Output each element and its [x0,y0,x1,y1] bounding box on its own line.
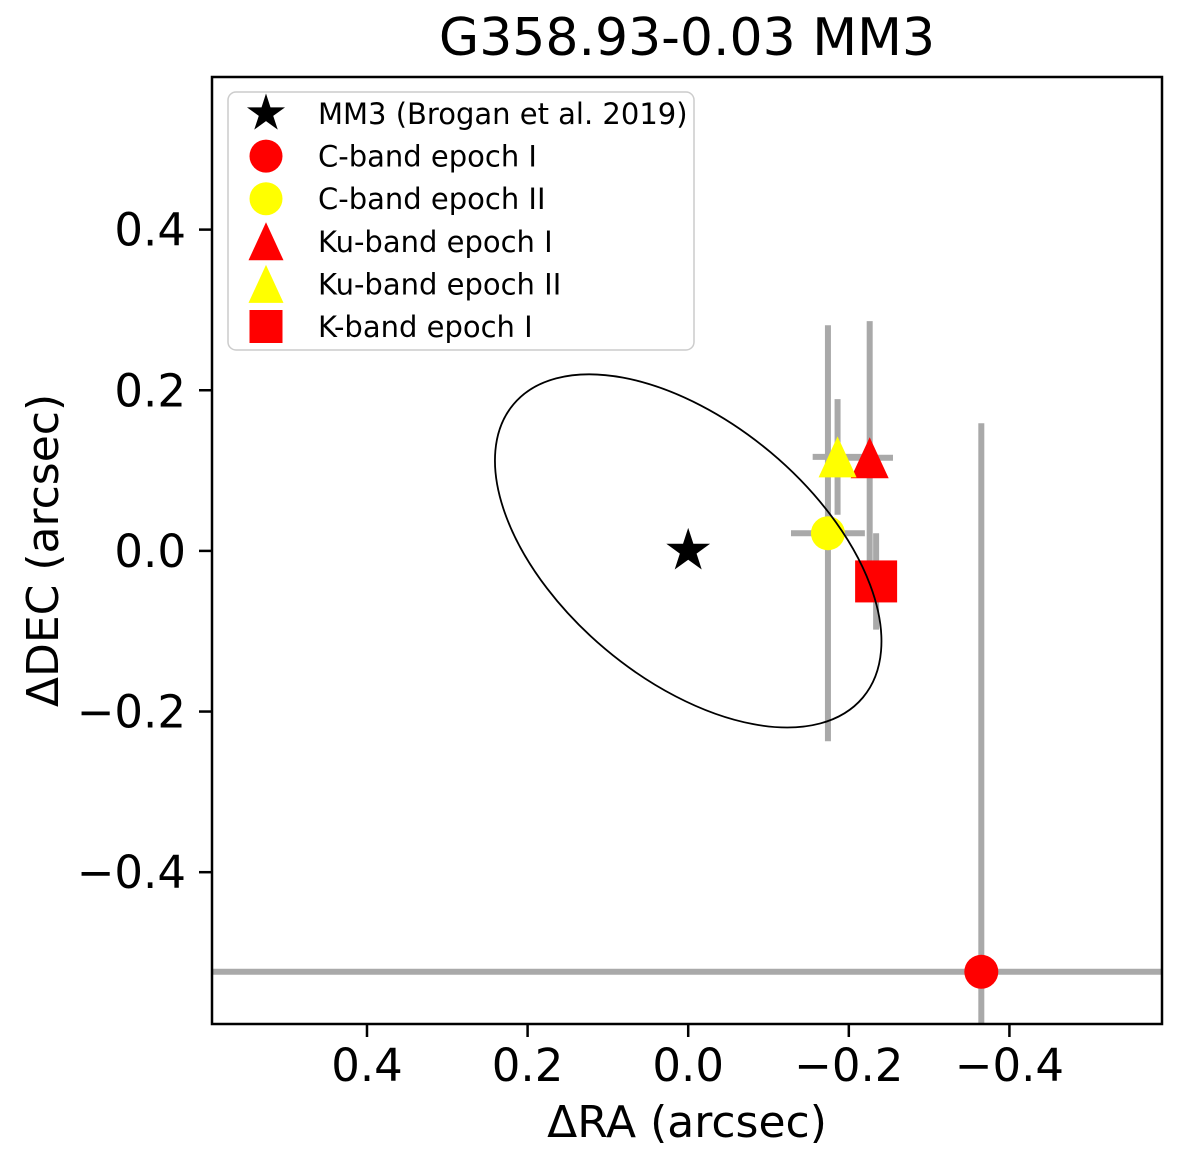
x-tick-label: −0.2 [794,1039,903,1092]
legend-marker-ku-band-epoch-i [248,222,284,261]
legend-box [227,91,695,351]
y-tick-label: −0.4 [77,846,186,899]
legend-marker-c-band-epoch-i [249,139,283,173]
legend-label-k-band-epoch-i: K-band epoch I [318,310,533,344]
y-axis-label: ΔDEC (arcsec) [18,394,69,707]
x-tick-label: −0.4 [955,1039,1064,1092]
legend-label-mm3-brogan-et-al-2019: MM3 (Brogan et al. 2019) [318,97,688,131]
data-point-mm3-brogan-et-al-2019 [666,527,711,570]
legend-marker-ku-band-epoch-ii [248,264,284,303]
legend-marker-k-band-epoch-i [249,310,283,343]
x-tick-label: 0.4 [331,1039,403,1092]
y-tick-label: 0.4 [114,204,186,257]
x-tick-label: 0.2 [492,1039,564,1092]
legend: MM3 (Brogan et al. 2019) C-band epoch I C-… [227,91,695,351]
data-layer [212,321,1162,1024]
y-tick-label: −0.2 [77,686,186,739]
legend-label-ku-band-epoch-i: Ku-band epoch I [318,225,553,259]
legend-label-c-band-epoch-ii: C-band epoch II [318,182,546,216]
y-tick-label: 0.2 [114,364,186,417]
plot-title: G358.93-0.03 MM3 [439,8,935,68]
data-point-c-band-epoch-i [964,954,999,989]
legend-label-ku-band-epoch-ii: Ku-band epoch II [318,267,561,301]
legend-marker-c-band-epoch-ii [249,182,283,216]
beam-ellipse [494,373,883,729]
legend-label-c-band-epoch-i: C-band epoch I [318,140,537,174]
data-point-c-band-epoch-ii [810,516,845,551]
data-point-ku-band-epoch-i [850,437,889,479]
legend-marker-mm3-brogan-et-al-2019 [246,93,286,130]
x-tick-label: 0.0 [652,1039,724,1092]
x-axis-label: ΔRA (arcsec) [547,1097,827,1148]
y-tick-label: 0.0 [114,525,186,578]
data-point-ku-band-epoch-ii [818,436,857,478]
